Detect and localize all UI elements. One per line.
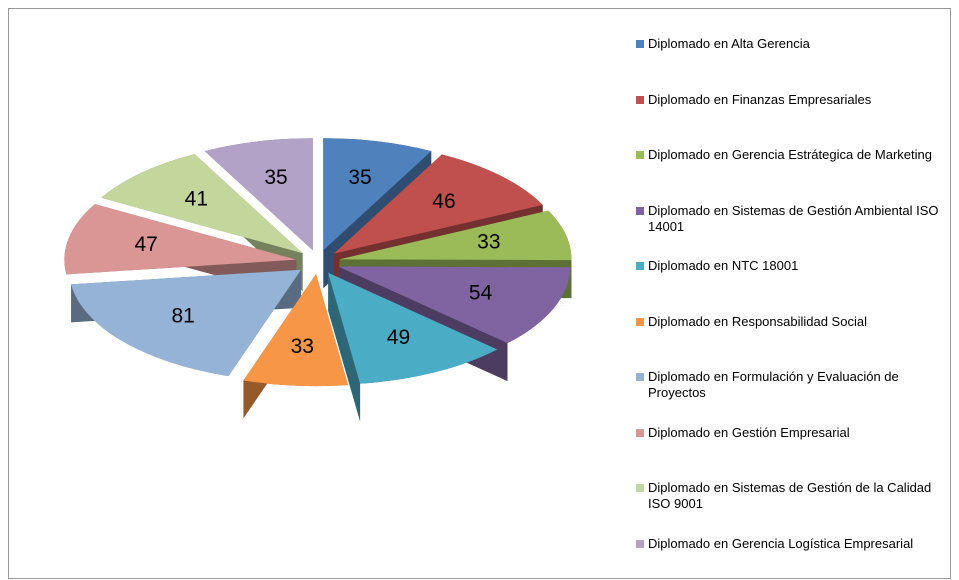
chart-frame (8, 8, 951, 579)
slice (338, 266, 571, 344)
legend-swatch (636, 95, 644, 104)
legend-item: Diplomado en Formulación y Evaluación de… (636, 369, 946, 401)
data-label: 49 (387, 326, 410, 349)
legend-swatch (636, 484, 644, 492)
data-label: 81 (171, 304, 194, 327)
legend-item: Diplomado en Finanzas Empresariales (636, 92, 946, 108)
legend-swatch (636, 206, 644, 215)
legend-item: Diplomado en Alta Gerencia (636, 36, 946, 52)
legend-label: Diplomado en Gerencia Logística Empresar… (648, 535, 914, 551)
legend-swatch (636, 262, 644, 270)
legend-label: Diplomado en Sistemas de Gestión Ambient… (648, 202, 939, 234)
legend-label: Diplomado en Gestión Empresarial (648, 424, 850, 440)
legend-item: Diplomado en Sistemas de Gestión Ambient… (636, 203, 946, 235)
slice (323, 138, 432, 251)
legend-swatch (636, 151, 644, 159)
legend-label: Diplomado en NTC 18001 (648, 258, 799, 273)
slice (333, 154, 543, 254)
legend-item: Diplomado en Gerencia Logística Empresar… (636, 536, 946, 552)
slice (328, 272, 498, 384)
data-label: 54 (469, 282, 493, 305)
legend-swatch (636, 373, 644, 381)
legend-label: Diplomado en Sistemas de Gestión de la C… (648, 480, 932, 511)
legend-item: Diplomado en Gerencia Estrátegica de Mar… (636, 147, 946, 163)
data-label: 46 (432, 190, 455, 213)
legend-label: Diplomado en Gerencia Estrátegica de Mar… (648, 147, 932, 162)
data-label: 47 (134, 233, 157, 256)
legend-label: Diplomado en Formulación y Evaluación de… (648, 369, 899, 400)
slice (71, 269, 302, 377)
legend-swatch (636, 40, 644, 48)
data-label: 33 (477, 231, 500, 254)
legend-item: Diplomado en Sistemas de Gestión de la C… (636, 480, 946, 512)
data-label: 41 (185, 188, 208, 211)
data-label: 33 (291, 335, 314, 358)
legend-label: Diplomado en Responsabilidad Social (648, 313, 867, 329)
legend-label: Diplomado en Alta Gerencia (648, 36, 810, 51)
legend-label: Diplomado en Finanzas Empresariales (648, 91, 872, 107)
data-label: 35 (264, 166, 287, 189)
legend-item: Diplomado en NTC 18001 (636, 258, 946, 274)
slice (339, 210, 572, 261)
legend-item: Diplomado en Gestión Empresarial (636, 425, 946, 441)
legend-swatch (636, 539, 644, 548)
legend-swatch (636, 428, 644, 437)
slice (204, 138, 313, 251)
data-label: 35 (348, 166, 371, 189)
slice (243, 274, 349, 387)
legend-swatch (636, 317, 644, 326)
slice (101, 154, 303, 254)
legend-item: Diplomado en Responsabilidad Social (636, 314, 946, 330)
slice (64, 204, 297, 275)
